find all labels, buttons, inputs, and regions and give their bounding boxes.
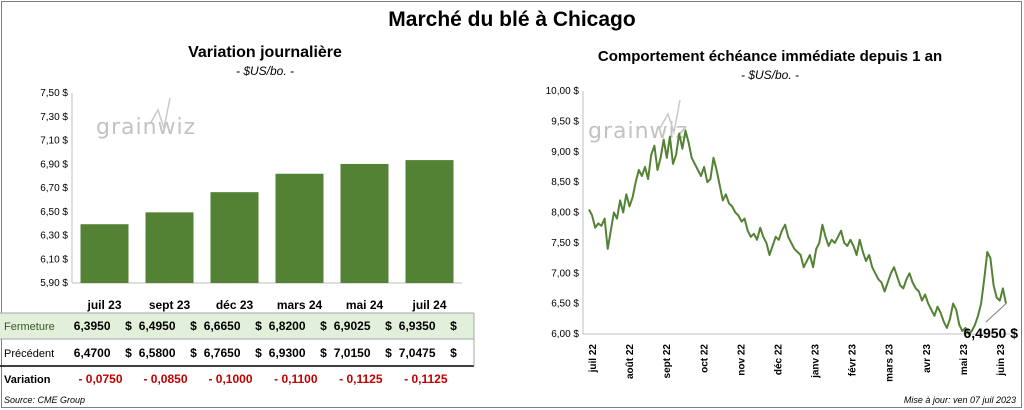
table-cell-value: 6,5800 bbox=[139, 346, 176, 360]
watermark-tick-mark-2 bbox=[659, 99, 681, 135]
line-y-tick-label: 6,50 $ bbox=[551, 299, 579, 310]
table-cell-unit: $ bbox=[320, 319, 327, 333]
table-cell-unit: $ bbox=[125, 319, 132, 333]
line-y-tick-label: 8,00 $ bbox=[551, 208, 579, 219]
line-x-tick-label: déc 22 bbox=[773, 344, 784, 376]
table-row-label: Fermeture bbox=[4, 321, 55, 333]
table-cell-unit: $ bbox=[190, 319, 197, 333]
bar-category-label: mars 24 bbox=[277, 298, 323, 312]
line-chart-title: Comportement échéance immédiate depuis 1… bbox=[597, 48, 943, 65]
bar-y-tick-label: 6,50 $ bbox=[40, 207, 68, 218]
bar-y-tick-label: 6,70 $ bbox=[40, 183, 68, 194]
table-cell-unit: $ bbox=[255, 346, 262, 360]
table-cell-unit: $ bbox=[450, 346, 457, 360]
table-cell-value: 6,9300 bbox=[269, 346, 306, 360]
bar bbox=[145, 212, 194, 283]
bar-chart-title: Variation journalière bbox=[188, 44, 342, 61]
table-cell-value: 6,8200 bbox=[269, 319, 306, 333]
line-x-tick-label: mai 23 bbox=[959, 344, 970, 376]
bar-y-tick-label: 7,50 $ bbox=[40, 88, 68, 99]
table-cell-value: 6,9025 bbox=[334, 319, 371, 333]
bar-category-label: déc 23 bbox=[216, 298, 254, 312]
table-row-label: Variation bbox=[4, 374, 51, 386]
table-cell-value: 7,0150 bbox=[334, 346, 371, 360]
bar-category-label: sept 23 bbox=[149, 298, 191, 312]
bar bbox=[80, 224, 129, 283]
last-value-label: 6,4950 $ bbox=[964, 325, 1019, 341]
bar-category-label: juil 24 bbox=[411, 298, 446, 312]
update-note: Mise à jour: ven 07 juil 2023 bbox=[903, 395, 1016, 405]
table-cell-unit: $ bbox=[450, 319, 457, 333]
line-y-tick-label: 7,00 $ bbox=[551, 268, 579, 279]
line-chart-subtitle: - $US/bo. - bbox=[740, 68, 800, 82]
table-cell-value: - 0,1125 bbox=[339, 372, 383, 386]
bar-category-label: mai 24 bbox=[346, 298, 384, 312]
bar bbox=[405, 160, 454, 283]
watermark-tick-mark bbox=[149, 97, 171, 131]
table-row-label: Précédent bbox=[4, 348, 54, 360]
table-cell-value: - 0,0850 bbox=[143, 372, 187, 386]
line-y-tick-label: 10,00 $ bbox=[546, 86, 580, 97]
line-x-tick-label: juil 22 bbox=[588, 344, 599, 374]
table-cell-value: 6,6650 bbox=[204, 319, 241, 333]
table-cell-value: - 0,0750 bbox=[78, 372, 122, 386]
bar-y-tick-label: 6,90 $ bbox=[40, 159, 68, 170]
bar-y-tick-label: 7,10 $ bbox=[40, 136, 68, 147]
line-x-tick-label: mars 23 bbox=[885, 344, 896, 382]
line-x-tick-label: juin 23 bbox=[996, 344, 1007, 377]
table-cell-unit: $ bbox=[125, 346, 132, 360]
table-cell-unit: $ bbox=[255, 319, 262, 333]
bar-y-tick-label: 6,30 $ bbox=[40, 231, 68, 242]
bar-category-label: juil 23 bbox=[86, 298, 121, 312]
table-cell-unit: $ bbox=[320, 346, 327, 360]
line-y-tick-label: 8,50 $ bbox=[551, 177, 579, 188]
bar-y-tick-label: 7,30 $ bbox=[40, 112, 68, 123]
table-cell-value: - 0,1125 bbox=[404, 372, 448, 386]
fermeture-row-bg bbox=[0, 313, 474, 339]
table-cell-value: - 0,1100 bbox=[274, 372, 318, 386]
source-note: Source: CME Group bbox=[4, 395, 86, 405]
table-cell-value: 7,0475 bbox=[399, 346, 436, 360]
table-cell-value: 6,9350 bbox=[399, 319, 436, 333]
bar bbox=[210, 192, 259, 283]
table-cell-value: 6,4700 bbox=[74, 346, 111, 360]
bar-chart-subtitle: - $US/bo. - bbox=[235, 64, 295, 78]
table-cell-value: - 0,1000 bbox=[208, 372, 252, 386]
line-y-tick-label: 6,00 $ bbox=[551, 329, 579, 340]
line-x-tick-label: janv 23 bbox=[811, 344, 822, 379]
bar bbox=[275, 173, 324, 283]
line-x-tick-label: avr 23 bbox=[922, 344, 933, 373]
line-y-tick-label: 9,50 $ bbox=[551, 116, 579, 127]
line-x-tick-label: oct 22 bbox=[699, 344, 710, 373]
last-value-leader bbox=[985, 303, 1007, 323]
page-title: Marché du blé à Chicago bbox=[388, 8, 636, 31]
price-line bbox=[588, 129, 1007, 335]
table-cell-unit: $ bbox=[190, 346, 197, 360]
bar bbox=[340, 163, 389, 283]
line-y-tick-label: 9,00 $ bbox=[551, 147, 579, 158]
bar-y-tick-label: 5,90 $ bbox=[40, 278, 68, 289]
table-cell-unit: $ bbox=[385, 319, 392, 333]
line-x-tick-label: févr 23 bbox=[848, 344, 859, 377]
line-x-tick-label: sept 22 bbox=[662, 344, 673, 379]
grainwiz-watermark: grainwiz bbox=[96, 115, 196, 140]
line-x-tick-label: nov 22 bbox=[736, 344, 747, 376]
line-y-tick-label: 7,50 $ bbox=[551, 238, 579, 249]
line-x-tick-label: août 22 bbox=[625, 344, 636, 379]
table-cell-value: 6,7650 bbox=[204, 346, 241, 360]
bar-y-tick-label: 6,10 $ bbox=[40, 254, 68, 265]
table-cell-value: 6,3950 bbox=[74, 319, 111, 333]
table-cell-unit: $ bbox=[385, 346, 392, 360]
table-cell-value: 6,4950 bbox=[139, 319, 176, 333]
